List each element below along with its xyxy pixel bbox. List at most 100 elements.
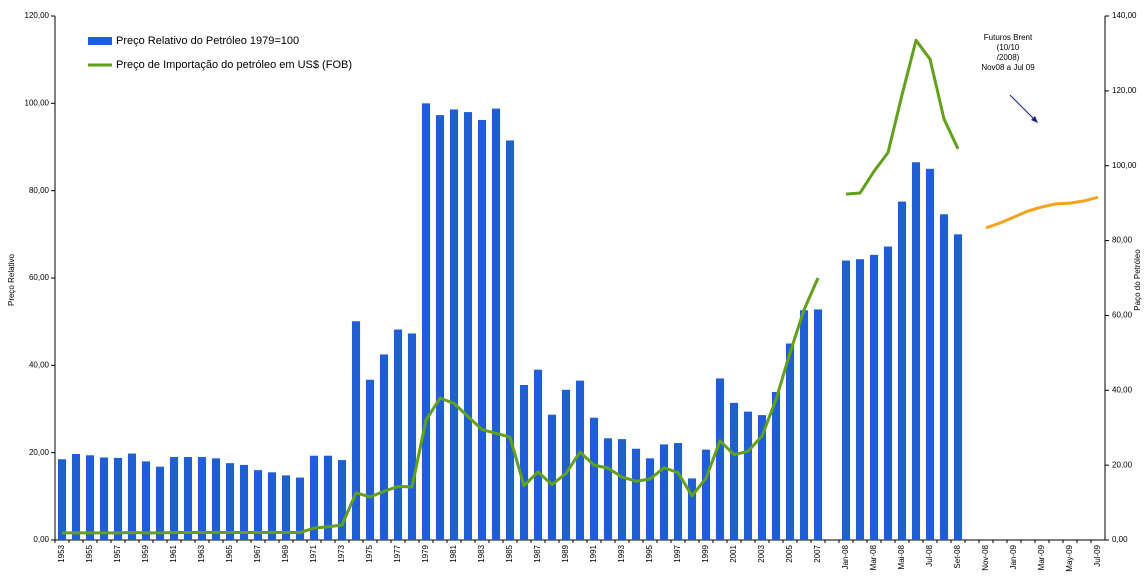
bar: [351, 321, 361, 540]
bar: [547, 414, 557, 540]
x-tick-label: 1991: [589, 544, 598, 562]
bar: [281, 475, 291, 540]
y-tick-label: 60,00: [29, 273, 50, 282]
bar: [323, 455, 333, 540]
y-tick-label: 100,00: [25, 98, 50, 107]
bar: [463, 112, 473, 541]
annotation-arrowhead: [1031, 116, 1038, 123]
bar: [799, 310, 809, 540]
x-tick-label: Jul-08: [925, 544, 934, 566]
y2-tick-label: 120,00: [1112, 86, 1137, 95]
bar: [603, 438, 613, 540]
bar: [491, 108, 501, 540]
x-tick-label: 1985: [505, 544, 514, 562]
bar: [295, 477, 305, 540]
x-tick-label: Mar-09: [1037, 544, 1046, 570]
y2-tick-label: 40,00: [1112, 385, 1133, 394]
bar: [785, 343, 795, 540]
bar: [407, 333, 417, 540]
x-tick-label: 1983: [477, 544, 486, 562]
bar: [575, 380, 585, 540]
bar: [813, 309, 823, 540]
x-tick-label: Set-08: [953, 544, 962, 568]
bar: [631, 448, 641, 540]
bar: [519, 384, 529, 540]
y-tick-label: 20,00: [29, 448, 50, 457]
bar: [855, 259, 865, 540]
bar: [71, 453, 81, 540]
y-tick-label: 0,00: [33, 535, 49, 544]
bar: [561, 389, 571, 540]
bar: [617, 439, 627, 540]
bar: [435, 115, 445, 540]
y2-tick-label: 80,00: [1112, 236, 1133, 245]
x-tick-label: Nov-08: [981, 544, 990, 570]
x-tick-label: 1953: [57, 544, 66, 562]
y2-tick-label: 140,00: [1112, 11, 1137, 20]
x-tick-label: 1989: [561, 544, 570, 562]
bar: [897, 201, 907, 541]
x-tick-label: 1971: [309, 544, 318, 562]
x-tick-label: 1965: [225, 544, 234, 562]
bar: [169, 457, 179, 540]
x-tick-label: 1975: [365, 544, 374, 562]
bar: [379, 354, 389, 540]
y-tick-label: 120,00: [25, 11, 50, 20]
y2-tick-label: 0,00: [1112, 535, 1128, 544]
x-tick-label: 1995: [645, 544, 654, 562]
line: [62, 38, 960, 535]
bar: [659, 444, 669, 540]
annotation: (10/10: [997, 43, 1020, 52]
y-tick-label: 80,00: [29, 186, 50, 195]
x-tick-label: 1981: [449, 544, 458, 562]
bar: [337, 460, 347, 540]
bar: [883, 246, 893, 540]
bar: [309, 455, 319, 540]
legend-label: Preço de Importação do petróleo em US$ (…: [116, 59, 352, 71]
x-tick-label: Jan-09: [1009, 544, 1018, 569]
x-tick-label: 1997: [673, 544, 682, 562]
bar: [239, 464, 249, 540]
bar: [267, 472, 277, 540]
x-tick-label: 1993: [617, 544, 626, 562]
x-tick-label: 1957: [113, 544, 122, 562]
x-tick-label: 1967: [253, 544, 262, 562]
bar: [253, 470, 263, 540]
bar: [141, 461, 151, 540]
x-tick-label: 1963: [197, 544, 206, 562]
x-tick-label: May-09: [1065, 544, 1074, 571]
x-tick-label: 1959: [141, 544, 150, 562]
x-tick-label: 1999: [701, 544, 710, 562]
x-tick-label: 1955: [85, 544, 94, 562]
bar: [533, 369, 543, 540]
y-axis-label: Preço Relativo: [7, 253, 16, 306]
bar: [771, 391, 781, 540]
line: [985, 195, 1099, 230]
legend: Preço Relativo do Petróleo 1979=100 Preço…: [88, 35, 352, 71]
x-tick-label: 2001: [729, 544, 738, 562]
bar: [183, 457, 193, 540]
bar: [365, 379, 375, 540]
bar: [225, 463, 235, 540]
bar: [715, 378, 725, 540]
x-tick-label: Jul-09: [1093, 544, 1102, 566]
bar: [127, 453, 137, 540]
x-tick-label: Mai-08: [897, 544, 906, 569]
bar: [99, 457, 109, 540]
x-tick-label: 2007: [813, 544, 822, 562]
bar: [939, 214, 949, 540]
x-tick-label: 1987: [533, 544, 542, 562]
annotation: Futuros Brent: [984, 33, 1033, 42]
y2-tick-label: 60,00: [1112, 311, 1133, 320]
legend-label: Preço Relativo do Petróleo 1979=100: [116, 35, 299, 47]
y-tick-label: 40,00: [29, 360, 50, 369]
bar: [925, 168, 935, 541]
bar: [911, 162, 921, 541]
bar: [57, 459, 67, 540]
x-tick-label: Mar-08: [869, 544, 878, 570]
bar: [155, 466, 165, 540]
bar: [505, 140, 515, 540]
bar: [589, 417, 599, 540]
bar: [743, 411, 753, 540]
bar: [841, 260, 851, 540]
